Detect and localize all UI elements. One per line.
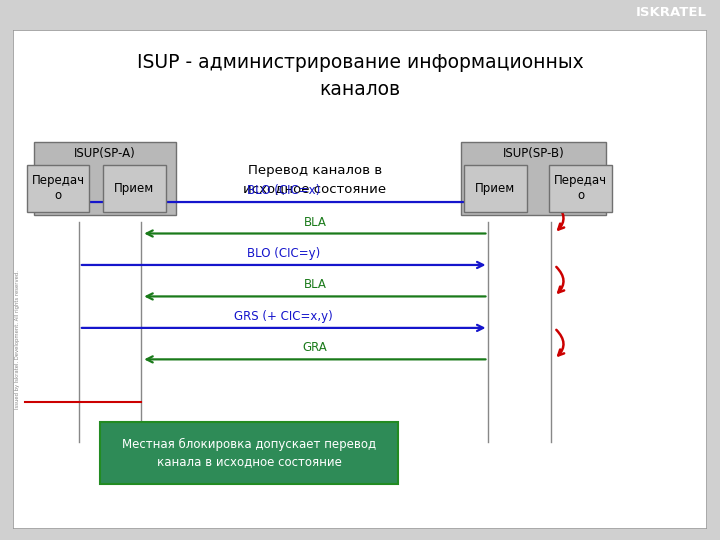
Text: BLO (CIC=y): BLO (CIC=y) [247,247,320,260]
FancyBboxPatch shape [464,165,526,212]
Text: BLO (CIC=x): BLO (CIC=x) [247,184,320,197]
Text: GRS (+ CIC=x,y): GRS (+ CIC=x,y) [234,310,333,323]
FancyBboxPatch shape [27,165,89,212]
Text: Прием: Прием [475,182,516,195]
Text: ISUP(SP-B): ISUP(SP-B) [503,146,564,160]
Text: Передач
о: Передач о [32,174,85,202]
Text: Перевод каналов в
исходное состояние: Перевод каналов в исходное состояние [243,164,387,195]
Text: BLA: BLA [303,279,326,292]
Text: ISUP(SP-A): ISUP(SP-A) [74,146,136,160]
Text: GRA: GRA [302,341,328,354]
Text: Прием: Прием [114,182,155,195]
Text: Issued by Iskratel. Development. All rights reserved.: Issued by Iskratel. Development. All rig… [14,270,19,409]
Text: каналов: каналов [320,80,400,99]
Text: Местная блокировка допускает перевод
канала в исходное состояние: Местная блокировка допускает перевод кан… [122,437,376,469]
FancyBboxPatch shape [103,165,166,212]
Text: Передач
о: Передач о [554,174,607,202]
Text: ISKRATEL: ISKRATEL [636,6,707,19]
FancyBboxPatch shape [99,422,398,484]
FancyBboxPatch shape [549,165,612,212]
FancyBboxPatch shape [34,142,176,214]
FancyBboxPatch shape [13,30,707,529]
FancyBboxPatch shape [461,142,606,214]
Text: ISUP - администрирование информационных: ISUP - администрирование информационных [137,53,583,72]
Text: BLA: BLA [303,215,326,228]
